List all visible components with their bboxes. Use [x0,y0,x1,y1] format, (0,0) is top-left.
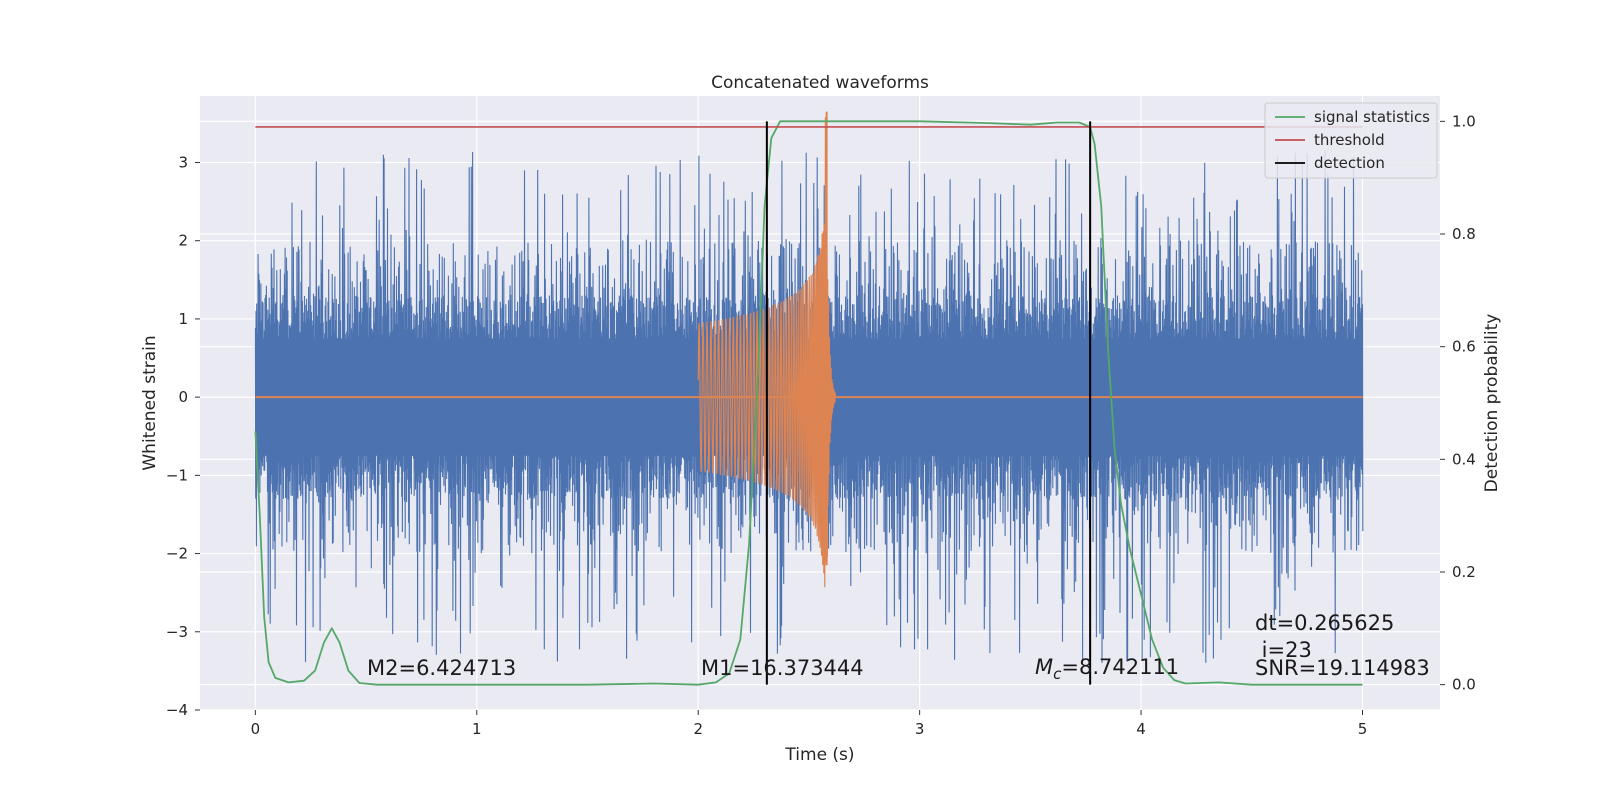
legend-label-detection: detection [1314,154,1385,172]
legend-label-threshold: threshold [1314,131,1385,149]
annotation-mc-symbol: M [1035,655,1053,679]
x-axis: 0 1 2 3 4 5 [251,710,1368,738]
y-tick-label: 2 [178,232,188,250]
annotation-mc: Mc=8.742111 [1035,655,1179,683]
y-axis-label: Whitened strain [140,335,160,470]
y2-tick-label: 0.2 [1452,563,1476,581]
y2-tick-label: 0.6 [1452,338,1476,356]
y-tick-label: −2 [166,545,188,563]
y-axis-right: 0.0 0.2 0.4 0.6 0.8 1.0 [1440,112,1476,694]
x-tick-label: 5 [1358,720,1368,738]
y2-tick-label: 0.8 [1452,225,1476,243]
annotation-snr: SNR=19.114983 [1255,656,1430,680]
y-tick-label: 3 [178,153,188,171]
x-tick-label: 3 [915,720,925,738]
annotation-m2: M2=6.424713 [367,656,516,680]
legend: signal statistics threshold detection [1264,102,1438,179]
annotation-i: i=23 [1255,638,1312,662]
x-tick-label: 2 [693,720,703,738]
detection-series [765,121,1092,685]
annotation-m1: M1=16.373444 [701,656,864,680]
annotation-mc-value: =8.742111 [1061,655,1179,679]
x-axis-label: Time (s) [784,745,854,765]
y2-tick-label: 0.4 [1452,450,1476,468]
x-tick-label: 4 [1136,720,1146,738]
y-axis-left: −4 −3 −2 −1 0 1 2 3 [166,153,200,719]
y2-axis-label: Detection probability [1482,314,1502,493]
x-tick-label: 1 [472,720,482,738]
annotation-dt: dt=0.265625 [1255,611,1394,635]
y-tick-label: −1 [166,466,188,484]
x-tick-label: 0 [251,720,261,738]
legend-box [1264,102,1438,179]
legend-label-signal-statistics: signal statistics [1314,108,1430,126]
y-tick-label: 1 [178,310,188,328]
y2-tick-label: 1.0 [1452,112,1476,130]
signal-statistics-series [254,120,1363,686]
y-tick-label: −4 [166,701,188,719]
signal-statistics-line [254,120,1363,686]
annotation-mc-subscript: c [1053,665,1062,683]
y-tick-label: 0 [178,388,188,406]
y-tick-label: −3 [166,623,188,641]
chart-title: Concatenated waveforms [711,73,929,93]
y2-tick-label: 0.0 [1452,676,1476,694]
